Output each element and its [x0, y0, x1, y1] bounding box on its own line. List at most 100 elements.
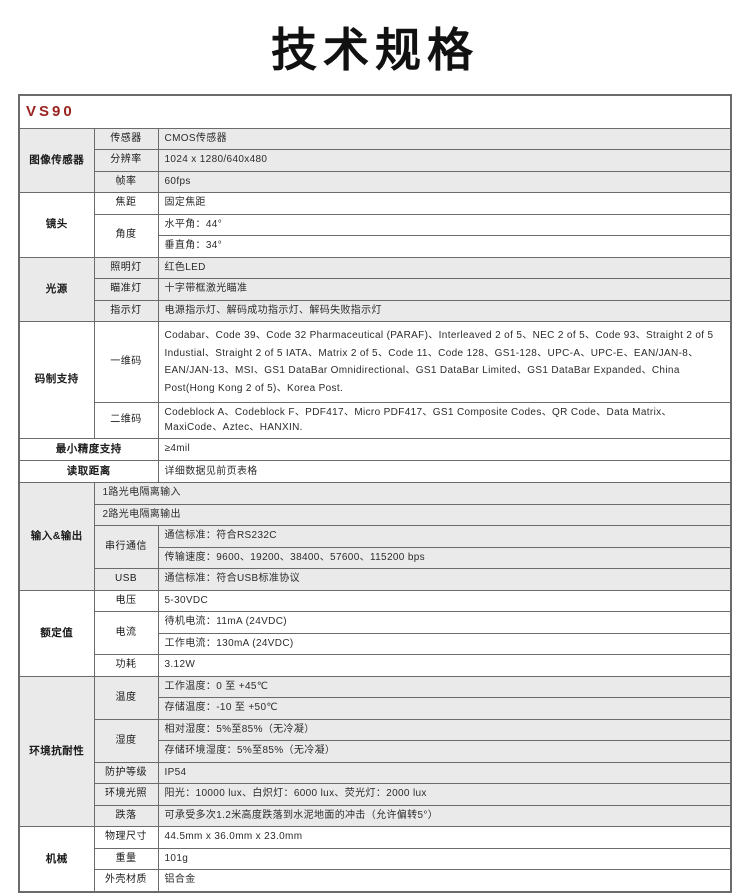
spec-sub-label: 照明灯 — [93, 256, 159, 279]
spec-value: 相对湿度：5%至85%（无冷凝） — [157, 718, 732, 742]
spec-value: 垂直角：34° — [157, 235, 732, 258]
spec-sub-label: 物理尺寸 — [93, 826, 159, 849]
spec-sub-label: 焦距 — [93, 192, 159, 215]
spec-value: 电源指示灯、解码成功指示灯、解码失败指示灯 — [157, 299, 732, 322]
spec-row: 图像传感器 传感器 CMOS传感器 — [18, 127, 732, 193]
spec-row: 重量 101g — [19, 847, 732, 871]
spec-value: 101g — [157, 847, 732, 871]
spec-row: 输入&输出 1路光电隔离输入 — [18, 482, 732, 591]
spec-sub-label: 角度 — [93, 213, 159, 258]
spec-row: 码制支持 一维码 Codabar、Code 39、Code 32 Pharmaceu… — [18, 321, 732, 439]
spec-group-label: 最小精度支持 — [18, 437, 159, 462]
spec-row: 额定值 电压 5-30VDC — [18, 589, 732, 677]
spec-row: 二维码 Codeblock A、Codeblock F、PDF417、Micro … — [19, 402, 732, 439]
spec-group-label: 镜头 — [18, 192, 95, 258]
spec-value: 44.5mm x 36.0mm x 23.0mm — [157, 826, 732, 849]
spec-row: 电流 待机电流：11mA (24VDC) — [19, 611, 732, 656]
spec-value: 可承受多次1.2米高度跌落到水泥地面的冲击（允许偏转5°） — [157, 804, 732, 828]
spec-row: 镜头 焦距 固定焦距 — [18, 192, 732, 258]
spec-value: 5-30VDC — [157, 589, 732, 613]
spec-value: CMOS传感器 — [157, 127, 732, 150]
spec-row: 最小精度支持 ≥4mil — [18, 437, 732, 462]
spec-value: 通信标准：符合USB标准协议 — [157, 568, 732, 591]
spec-value: 详细数据见前页表格 — [157, 460, 732, 484]
spec-sub-label: 电压 — [93, 589, 159, 613]
spec-row: 存储环境湿度：5%至85%（无冷凝） — [19, 740, 732, 763]
spec-value: 通信标准：符合RS232C — [157, 525, 732, 548]
spec-sub-label: 传感器 — [93, 127, 159, 150]
page-title: 技术规格 — [271, 24, 479, 76]
spec-sub-label: 串行通信 — [93, 525, 159, 570]
spec-value: 60fps — [157, 170, 732, 193]
spec-value: 传输速度：9600、19200、38400、57600、115200 bps — [157, 546, 732, 570]
spec-value: ≥4mil — [157, 437, 732, 462]
spec-row: 环境抗耐性 温度 工作温度：0 至 +45℃ — [18, 675, 732, 828]
spec-group-label: 码制支持 — [18, 321, 95, 439]
spec-row: 外壳材质 铝合金 — [19, 869, 732, 893]
spec-value: 十字带框激光瞄准 — [157, 278, 732, 301]
model-name: VS90 — [18, 94, 732, 129]
spec-row: 传输速度：9600、19200、38400、57600、115200 bps — [19, 546, 732, 570]
spec-row: 湿度 相对湿度：5%至85%（无冷凝） — [19, 718, 732, 763]
spec-sub-label: 瞄准灯 — [93, 278, 159, 301]
spec-value: 工作电流：130mA (24VDC) — [157, 632, 732, 656]
spec-value: 待机电流：11mA (24VDC) — [157, 611, 732, 634]
spec-sub-label: 分辨率 — [93, 149, 159, 172]
spec-value: 固定焦距 — [157, 192, 732, 215]
spec-row: 机械 物理尺寸 44.5mm x 36.0mm x 23.0mm — [18, 826, 732, 893]
spec-group-label: 光源 — [18, 256, 95, 322]
spec-value: 存储温度：-10 至 +50℃ — [157, 697, 732, 720]
spec-group-label: 机械 — [18, 826, 95, 893]
spec-value: 红色LED — [157, 256, 732, 279]
spec-value: 3.12W — [157, 654, 732, 677]
spec-value: Codabar、Code 39、Code 32 Pharmaceutical (… — [157, 321, 732, 403]
spec-group-label: 额定值 — [18, 589, 95, 677]
spec-sub-label: 湿度 — [93, 718, 159, 763]
spec-row: 环境光照 阳光：10000 lux、白炽灯：6000 lux、荧光灯：2000 l… — [19, 783, 732, 806]
spec-group-label: 输入&输出 — [18, 482, 95, 591]
spec-row: 光源 照明灯 红色LED — [18, 256, 732, 322]
technical-specifications-table: VS90 图像传感器 传感器 CMOS传感器 分辨率 1024 x 1280/640x4… — [18, 93, 732, 893]
spec-group-label: 图像传感器 — [18, 127, 95, 193]
spec-row: 读取距离 详细数据见前页表格 — [18, 460, 732, 484]
spec-sub-label: 功耗 — [93, 654, 159, 677]
spec-sub-label: 一维码 — [93, 321, 159, 403]
spec-sub-label: 重量 — [93, 847, 159, 871]
spec-sub-label: 指示灯 — [93, 299, 159, 322]
spec-value: 1024 x 1280/640x480 — [157, 149, 732, 172]
spec-row: 功耗 3.12W — [19, 654, 732, 677]
spec-row: 防护等级 IP54 — [19, 761, 732, 785]
spec-value: 存储环境湿度：5%至85%（无冷凝） — [157, 740, 732, 763]
spec-row: 串行通信 通信标准：符合RS232C — [19, 525, 732, 570]
spec-value: Codeblock A、Codeblock F、PDF417、Micro PDF… — [157, 402, 732, 439]
spec-sub-label: 外壳材质 — [93, 869, 159, 893]
spec-value: IP54 — [157, 761, 732, 785]
spec-table-container: VS90 图像传感器 传感器 CMOS传感器 分辨率 1024 x 1280/640x4… — [0, 93, 750, 893]
spec-sub-label: 环境光照 — [93, 783, 159, 806]
spec-sub-label: 防护等级 — [93, 761, 159, 785]
spec-sub-label: 二维码 — [93, 402, 159, 439]
spec-group-label: 读取距离 — [18, 460, 159, 484]
spec-sub-label: 温度 — [93, 675, 159, 720]
spec-value: 阳光：10000 lux、白炽灯：6000 lux、荧光灯：2000 lux — [157, 783, 732, 806]
spec-row: 瞄准灯 十字带框激光瞄准 — [19, 278, 732, 301]
spec-row: USB 通信标准：符合USB标准协议 — [19, 568, 732, 591]
spec-row: 帧率 60fps — [19, 170, 732, 193]
spec-group-label: 环境抗耐性 — [18, 675, 95, 828]
spec-row: 指示灯 电源指示灯、解码成功指示灯、解码失败指示灯 — [19, 299, 732, 322]
spec-row: 角度 水平角：44° — [19, 213, 732, 258]
spec-value: 水平角：44° — [157, 213, 732, 236]
spec-value: 工作温度：0 至 +45℃ — [157, 675, 732, 699]
spec-row: 跌落 可承受多次1.2米高度跌落到水泥地面的冲击（允许偏转5°） — [19, 804, 732, 828]
spec-row: 垂直角：34° — [19, 235, 732, 258]
spec-value: 2路光电隔离输出 — [93, 503, 732, 527]
spec-value: 铝合金 — [157, 869, 732, 893]
model-header-row: VS90 — [18, 94, 732, 129]
spec-sub-label: USB — [93, 568, 159, 591]
spec-sub-label: 跌落 — [93, 804, 159, 828]
spec-row: 2路光电隔离输出 — [19, 503, 732, 527]
spec-sub-label: 电流 — [93, 611, 159, 656]
spec-sub-label: 帧率 — [93, 170, 159, 193]
spec-row: 分辨率 1024 x 1280/640x480 — [19, 149, 732, 172]
spec-table-body: VS90 图像传感器 传感器 CMOS传感器 分辨率 1024 x 1280/640x4… — [18, 94, 732, 893]
